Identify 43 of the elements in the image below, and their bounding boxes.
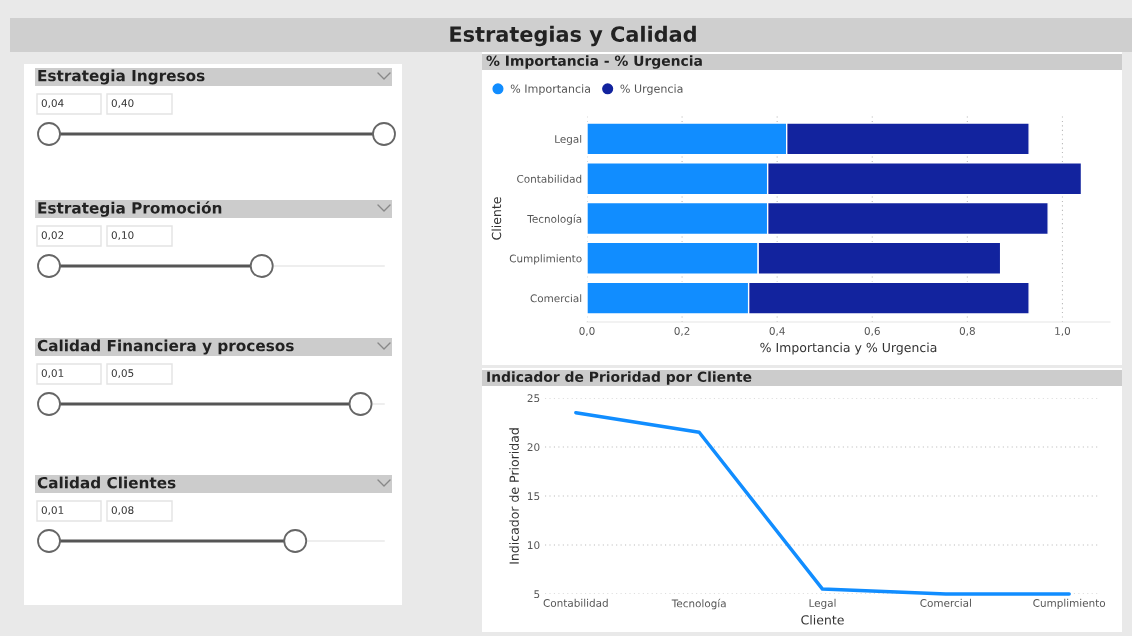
text: 0,10: [111, 231, 134, 241]
x-tick-label: 0,4: [769, 327, 785, 336]
text: 0,05: [111, 369, 134, 379]
text: Estrategia Promoción: [38, 201, 222, 217]
x-tick-label: Cumplimiento: [1033, 598, 1106, 609]
x-tick-label: Comercial: [920, 598, 971, 607]
y-tick-label: Contabilidad: [517, 174, 582, 183]
y-axis-title: Indicador de Prioridad: [509, 428, 519, 564]
x-tick-label: Legal: [809, 598, 836, 609]
chart-title: % Importancia - % Urgencia: [486, 55, 702, 69]
x-tick-label: 0,8: [959, 327, 975, 336]
legend-label: % Urgencia: [620, 84, 683, 96]
chart-title: Indicador de Prioridad por Cliente: [487, 371, 752, 385]
y-tick-label: Tecnología: [527, 214, 582, 225]
text: 0,02: [41, 231, 64, 241]
y-tick-label: Legal: [555, 134, 582, 146]
text: 0,04: [41, 99, 64, 109]
y-tick-label: 10: [528, 541, 540, 550]
text: Estrategias y Calidad: [450, 25, 696, 47]
text: Estrategia Ingresos: [38, 69, 205, 85]
text: 0,08: [111, 506, 134, 516]
text: Calidad Financiera y procesos: [37, 339, 294, 355]
y-tick-label: Cumplimiento: [509, 254, 582, 265]
legend-label: % Importancia: [510, 84, 590, 96]
text: 0,40: [111, 99, 134, 109]
x-axis-title: % Importancia y % Urgencia: [760, 342, 937, 355]
x-tick-label: 0,0: [579, 327, 595, 336]
text: Calidad Clientes: [37, 476, 176, 489]
y-tick-label: 20: [527, 443, 540, 452]
text: 0,01: [41, 369, 64, 379]
x-tick-label: 0,6: [864, 327, 880, 336]
y-axis-title: Cliente: [491, 197, 502, 240]
x-axis-title: Cliente: [801, 614, 844, 625]
text: 0,01: [41, 506, 64, 516]
x-tick-label: 1,0: [1055, 327, 1071, 336]
y-tick-label: 5: [534, 590, 540, 599]
x-tick-label: Tecnología: [671, 598, 726, 610]
x-tick-label: Contabilidad: [543, 598, 608, 607]
y-tick-label: 15: [528, 492, 540, 501]
y-tick-label: 25: [527, 394, 540, 403]
x-tick-label: 0,2: [674, 327, 690, 336]
line-series: [574, 410, 1071, 596]
y-tick-label: Comercial: [530, 294, 582, 303]
